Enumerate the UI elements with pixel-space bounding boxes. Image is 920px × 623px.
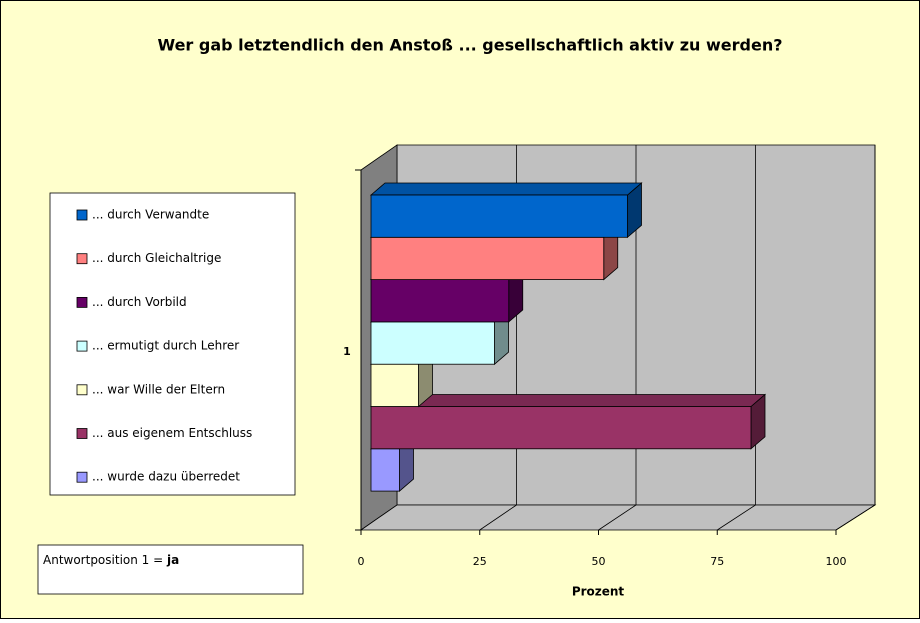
legend-swatch [76, 209, 88, 221]
legend-label: ... durch Vorbild [92, 295, 187, 309]
bar [370, 236, 605, 281]
x-tick-label: 25 [473, 555, 487, 568]
grid-line [835, 504, 876, 531]
legend-swatch [76, 253, 88, 265]
legend-swatch [76, 340, 88, 352]
legend-swatch [76, 384, 88, 396]
legend-swatch [76, 428, 88, 439]
annotation-bold: ja [166, 553, 179, 567]
grid-line [717, 504, 756, 531]
legend-label: ... aus eigenem Entschluss [92, 426, 252, 440]
chart-title: Wer gab letztendlich den Anstoß ... gese… [157, 36, 782, 55]
legend-swatch [76, 296, 88, 308]
legend-label: ... durch Gleichaltrige [92, 251, 221, 265]
floor [359, 504, 877, 531]
x-tick-label: 75 [710, 555, 724, 568]
grid-line [479, 504, 517, 531]
bar [370, 194, 628, 238]
legend-label: ... durch Verwandte [92, 208, 209, 222]
x-tick-label: 100 [826, 555, 847, 568]
x-axis-label: Prozent [572, 585, 625, 599]
legend-label: ... war Wille der Eltern [92, 382, 225, 396]
bar-top [369, 182, 643, 196]
legend-swatch [76, 471, 88, 483]
y-tick-label: 1 [343, 345, 351, 358]
bar [370, 363, 419, 407]
x-tick-label: 50 [592, 555, 606, 568]
annotation-text: Antwortposition 1 = [43, 553, 163, 567]
legend-label: ... ermutigt durch Lehrer [92, 339, 239, 353]
annotation: Antwortposition 1 = ja [43, 553, 179, 567]
bar [370, 406, 752, 450]
legend-label: ... wurde dazu überredet [92, 470, 240, 484]
legend-box [49, 192, 296, 496]
bar [370, 321, 495, 365]
x-tick-label: 0 [358, 555, 365, 568]
bar [370, 448, 400, 492]
annotation-box [37, 544, 304, 595]
grid-line [598, 504, 637, 531]
bar [370, 279, 510, 323]
